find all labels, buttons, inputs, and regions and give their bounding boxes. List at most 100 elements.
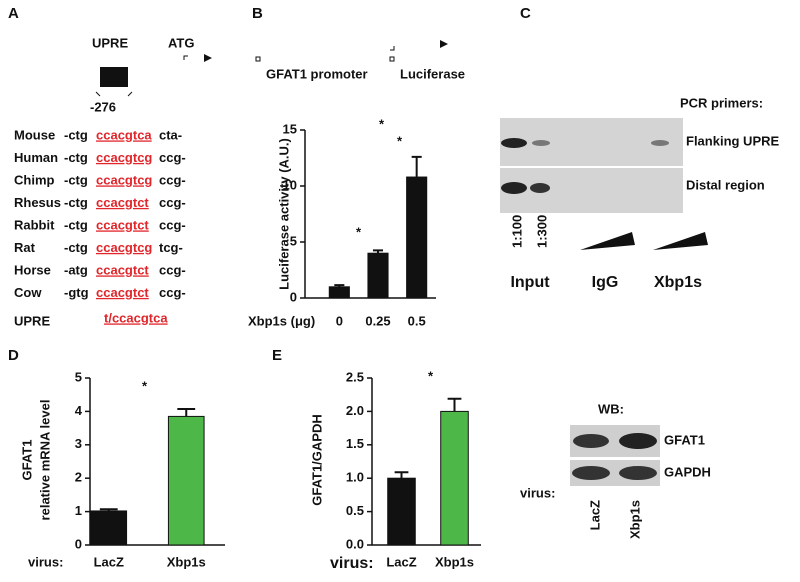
error-bar — [411, 155, 422, 178]
blot-row: GFAT1 — [664, 432, 705, 447]
x-tick-label: Xbp1s — [167, 554, 206, 569]
significance: * — [379, 116, 385, 131]
seq-right: cta- — [159, 127, 182, 142]
blot-band — [619, 466, 657, 480]
seq-left: -ctg — [64, 217, 88, 232]
seq-site: ccacgtct — [96, 285, 149, 300]
lane: LacZ — [587, 500, 602, 530]
species: Chimp — [14, 172, 55, 187]
y-tick-label: 1.5 — [346, 436, 364, 451]
y-tick-label: 2.0 — [346, 403, 364, 418]
y-tick-label: 2.5 — [346, 369, 364, 384]
group: Xbp1s — [654, 274, 702, 291]
gel-band — [532, 140, 550, 146]
panel-label: D — [8, 347, 19, 364]
x-tick-label: Xbp1s — [435, 554, 474, 569]
x-axis-label: virus: — [28, 554, 63, 569]
y-tick-label: 1 — [75, 503, 82, 518]
atg-label: ATG — [168, 35, 194, 50]
y-axis-label: GFAT1/GAPDH — [309, 414, 324, 506]
x-axis-label: Xbp1s (μg) — [248, 313, 315, 328]
blot-title: WB: — [598, 401, 624, 416]
group: Input — [510, 274, 550, 291]
y-tick-label: 15 — [283, 121, 297, 136]
promoter-diagram — [95, 40, 448, 97]
species: Human — [14, 150, 58, 165]
y-tick-label: 0.0 — [346, 536, 364, 551]
y-tick-label: 2 — [75, 470, 82, 485]
y-tick-label: 0 — [290, 289, 297, 304]
gel-band — [530, 183, 550, 193]
lane: Xbp1s — [627, 500, 642, 539]
seq-left: -ctg — [64, 240, 88, 255]
y-axis-label: GFAT1 — [19, 440, 34, 481]
seq-left: -ctg — [64, 172, 88, 187]
y-tick-label: 4 — [75, 403, 83, 418]
y-tick-label: 1.0 — [346, 470, 364, 485]
consensus: t/ccacgtca — [104, 310, 168, 325]
species: Cow — [14, 285, 42, 300]
y-axis-label: relative mRNA level — [37, 400, 52, 521]
y-tick-label: 0.5 — [346, 503, 364, 518]
species: Mouse — [14, 127, 55, 142]
seq-right: ccg- — [159, 150, 186, 165]
error-bar — [99, 508, 118, 511]
arrow — [204, 54, 212, 62]
x-tick-label: LacZ — [386, 554, 416, 569]
blot-band — [619, 433, 657, 449]
blot-band — [573, 434, 609, 448]
blot-row: GAPDH — [664, 464, 711, 479]
species: Rabbit — [14, 217, 55, 232]
arrow — [440, 40, 448, 48]
species: Rat — [14, 240, 36, 255]
seq-left: -gtg — [64, 285, 89, 300]
panel-label: E — [272, 347, 282, 364]
gel-band — [501, 182, 527, 194]
y-tick-label: 5 — [75, 369, 82, 384]
panel-label: B — [252, 5, 263, 22]
bar — [440, 410, 469, 546]
x-axis-label: virus: — [330, 555, 374, 572]
significance: * — [428, 368, 434, 383]
seq-site: ccacgtcg — [96, 240, 152, 255]
upre-box — [100, 67, 128, 87]
bar — [90, 510, 128, 546]
virus-label: virus: — [520, 485, 555, 500]
seq-site: ccacgtct — [96, 217, 149, 232]
seq-site: ccacgtcg — [96, 172, 152, 187]
row-label: Distal region — [686, 177, 765, 192]
y-tick-label: 0 — [75, 536, 82, 551]
bar — [406, 176, 428, 299]
group: IgG — [592, 274, 619, 291]
reporter-label: Luciferase — [400, 66, 465, 81]
bar — [387, 477, 416, 546]
marker — [389, 56, 395, 62]
y-tick-label: 3 — [75, 436, 82, 451]
bar — [328, 286, 350, 299]
gel-band — [501, 138, 527, 148]
marker — [390, 46, 395, 51]
error-bar — [372, 249, 384, 254]
seq-site: ccacgtca — [96, 127, 152, 142]
gel-band — [651, 140, 669, 146]
error-bar — [177, 408, 196, 417]
bar — [367, 252, 389, 299]
tick — [95, 91, 101, 97]
significance: * — [356, 224, 362, 239]
seq-left: -ctg — [64, 150, 88, 165]
seq-right: ccg- — [159, 285, 186, 300]
tss-mark — [183, 55, 188, 60]
seq-right: tcg- — [159, 240, 183, 255]
seq-right: ccg- — [159, 217, 186, 232]
y-tick-label: 5 — [290, 233, 297, 248]
error-bar — [394, 471, 409, 479]
upre-label: UPRE — [92, 35, 128, 50]
error-bar — [447, 397, 462, 412]
panel-label: A — [8, 5, 19, 22]
gradient-wedge — [580, 232, 635, 250]
x-tick-label: 0.5 — [408, 313, 426, 328]
error-bar — [334, 284, 345, 287]
seq-left: -ctg — [64, 127, 88, 142]
row-label: Flanking UPRE — [686, 133, 780, 148]
